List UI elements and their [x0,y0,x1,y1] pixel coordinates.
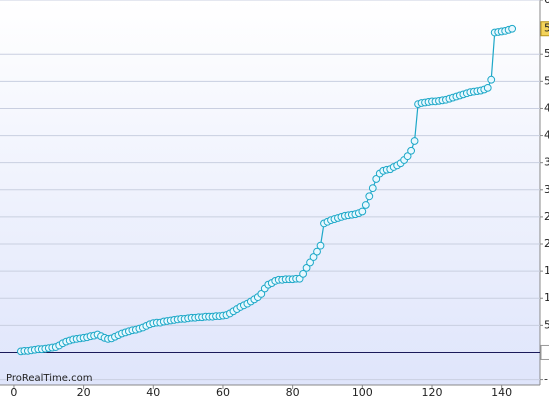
x-tick-label: 0 [10,386,17,399]
point [309,253,318,261]
y-tick-label: 6 [544,0,549,6]
x-tick-label: 140 [491,386,512,399]
point [358,207,367,216]
x-tick-label: 100 [352,386,373,399]
last-value-box [540,21,549,37]
point [508,24,517,33]
point [487,75,496,84]
zero-marker [540,344,549,360]
point [483,83,492,92]
point [257,290,266,298]
x-tick-label: 40 [146,386,160,399]
point [372,175,381,183]
x-tick-label: 60 [216,386,230,399]
point [302,263,311,272]
point [361,201,370,209]
y-tick-label: 4 [544,129,549,142]
y-tick-label: 5 [544,318,549,331]
y-tick-label: - [544,373,548,386]
y-tick-label: 3 [544,183,549,196]
y-tick-label: 2 [544,210,549,223]
y-tick-label: 4 [544,101,549,114]
y-tick-label: 3 [544,156,549,169]
x-tick-label: 80 [286,386,300,399]
point [407,146,415,155]
point [368,184,377,193]
point [306,258,314,267]
y-tick-label: 1 [544,264,549,277]
y-tick-label: 5 [544,47,549,60]
point [316,241,325,250]
point [365,192,374,201]
y-tick-label: 2 [544,237,549,250]
point [299,269,307,278]
point [313,247,321,256]
x-tick-label: 20 [77,386,91,399]
y-tick-label: 5 [544,74,549,87]
last-value-label: 5 [544,22,549,35]
watermark: ProRealTime.com [6,373,92,384]
plot-area [0,0,540,385]
y-tick-label: 1 [544,291,549,304]
point [410,137,419,145]
x-tick-label: 120 [422,386,443,399]
point [403,152,412,161]
